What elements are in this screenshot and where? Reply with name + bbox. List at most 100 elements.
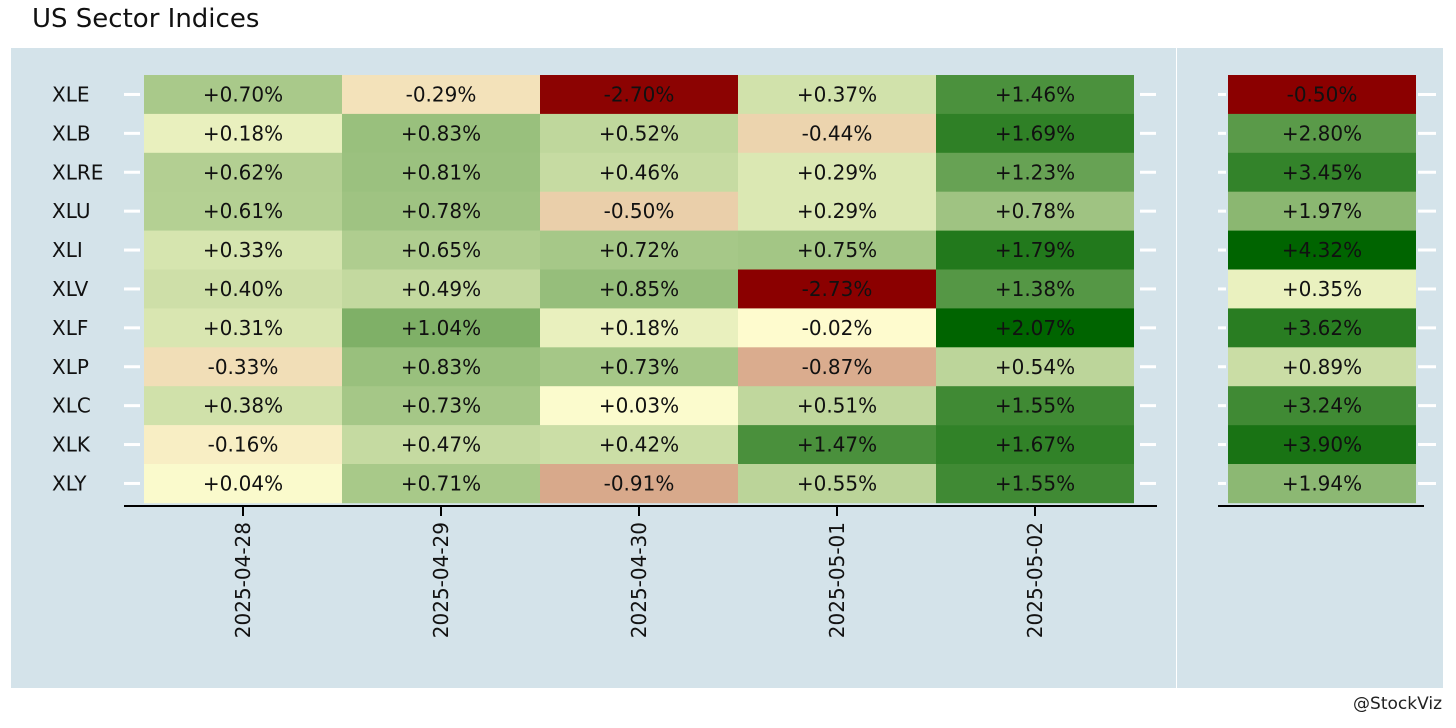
heatmap-cell: [936, 347, 1134, 387]
cell-value-label: +1.79%: [995, 238, 1075, 262]
cell-value-label: +1.69%: [995, 121, 1075, 145]
summary-cell: [1228, 152, 1416, 192]
cell-value-label: +0.49%: [401, 277, 481, 301]
heatmap-cell: [540, 75, 738, 115]
heatmap-cell: [342, 308, 540, 348]
heatmap-cell: [738, 425, 936, 465]
row-label: XLRE: [52, 160, 103, 184]
heatmap-cell: [342, 347, 540, 387]
credit-label: @StockViz: [1353, 694, 1442, 714]
heatmap-cell: [936, 113, 1134, 154]
heatmap-cell: [738, 152, 936, 192]
cell-value-label: +0.55%: [797, 471, 877, 495]
column-label: 2025-05-01: [825, 522, 849, 638]
heatmap-cell: [342, 464, 540, 504]
heatmap-cell: [936, 308, 1134, 348]
heatmap-cell: [144, 464, 342, 504]
heatmap-cell: [144, 386, 342, 426]
cell-value-label: +0.51%: [797, 394, 877, 418]
heatmap-cell: [540, 347, 738, 387]
heatmap-cell: [936, 191, 1134, 231]
heatmap-cell: [738, 464, 936, 504]
cell-value-label: -0.33%: [208, 355, 279, 379]
summary-value-label: +1.97%: [1282, 199, 1362, 223]
heatmap-cell: [936, 464, 1134, 504]
cell-value-label: +2.07%: [995, 316, 1075, 340]
cell-value-label: +0.54%: [995, 355, 1075, 379]
cell-value-label: -2.70%: [604, 82, 675, 106]
row-label: XLV: [52, 277, 89, 301]
cell-value-label: +0.29%: [797, 160, 877, 184]
summary-cell: [1228, 347, 1416, 387]
summary-value-label: -0.50%: [1287, 82, 1358, 106]
cell-value-label: +0.85%: [599, 277, 679, 301]
cell-value-label: -0.29%: [406, 82, 477, 106]
heatmap-cell: [144, 347, 342, 387]
summary-value-label: +4.32%: [1282, 238, 1362, 262]
cell-value-label: +0.33%: [203, 238, 283, 262]
column-label: 2025-05-02: [1023, 522, 1047, 638]
heatmap-cell: [144, 308, 342, 348]
heatmap-cell: [540, 152, 738, 192]
cell-value-label: +0.29%: [797, 199, 877, 223]
heatmap-cell: [144, 191, 342, 231]
summary-cell: [1228, 464, 1416, 504]
heatmap-cell: [342, 386, 540, 426]
cell-value-label: +0.40%: [203, 277, 283, 301]
cell-value-label: +0.83%: [401, 355, 481, 379]
summary-value-label: +0.35%: [1282, 277, 1362, 301]
summary-value-label: +3.62%: [1282, 316, 1362, 340]
heatmap-cell: [342, 269, 540, 309]
heatmap-cell: [144, 152, 342, 192]
summary-value-label: +2.80%: [1282, 121, 1362, 145]
cell-value-label: +0.75%: [797, 238, 877, 262]
heatmap-cell: [540, 308, 738, 348]
heatmap-cell: [738, 191, 936, 231]
cell-value-label: +0.38%: [203, 394, 283, 418]
heatmap-cell: [144, 75, 342, 115]
cell-value-label: +0.47%: [401, 433, 481, 457]
heatmap-cell: [936, 386, 1134, 426]
heatmap-cell: [936, 75, 1134, 115]
cell-value-label: +0.65%: [401, 238, 481, 262]
cell-value-label: +1.47%: [797, 433, 877, 457]
column-label: 2025-04-30: [627, 522, 651, 638]
cell-value-label: +0.31%: [203, 316, 283, 340]
summary-cell: [1228, 425, 1416, 465]
heatmap-cell: [342, 75, 540, 115]
summary-cell: [1228, 386, 1416, 426]
row-label: XLF: [52, 316, 88, 340]
cell-value-label: +1.55%: [995, 394, 1075, 418]
cell-value-label: +1.67%: [995, 433, 1075, 457]
cell-value-label: +0.70%: [203, 82, 283, 106]
cell-value-label: +0.37%: [797, 82, 877, 106]
row-label: XLK: [52, 433, 91, 457]
cell-value-label: -2.73%: [802, 277, 873, 301]
cell-value-label: +0.42%: [599, 433, 679, 457]
summary-cell: [1228, 113, 1416, 154]
summary-cell: [1228, 269, 1416, 309]
summary-value-label: +0.89%: [1282, 355, 1362, 379]
heatmap-cell: [144, 425, 342, 465]
cell-value-label: +0.18%: [203, 121, 283, 145]
heatmap-cell: [342, 230, 540, 270]
heatmap-cell: [342, 425, 540, 465]
heatmap-cell: [936, 269, 1134, 309]
cell-value-label: +1.46%: [995, 82, 1075, 106]
cell-value-label: -0.16%: [208, 433, 279, 457]
heatmap-cell: [144, 113, 342, 154]
cell-value-label: -0.50%: [604, 199, 675, 223]
cell-value-label: +0.83%: [401, 121, 481, 145]
row-label: XLY: [52, 471, 87, 495]
cell-value-label: +0.72%: [599, 238, 679, 262]
summary-value-label: +3.45%: [1282, 160, 1362, 184]
heatmap-cell: [540, 269, 738, 309]
summary-value-label: +3.90%: [1282, 433, 1362, 457]
cell-value-label: +0.62%: [203, 160, 283, 184]
heatmap-cell: [540, 230, 738, 270]
heatmap-cell: [144, 230, 342, 270]
heatmap-cell: [540, 113, 738, 154]
cell-value-label: +0.04%: [203, 471, 283, 495]
cell-value-label: +0.03%: [599, 394, 679, 418]
